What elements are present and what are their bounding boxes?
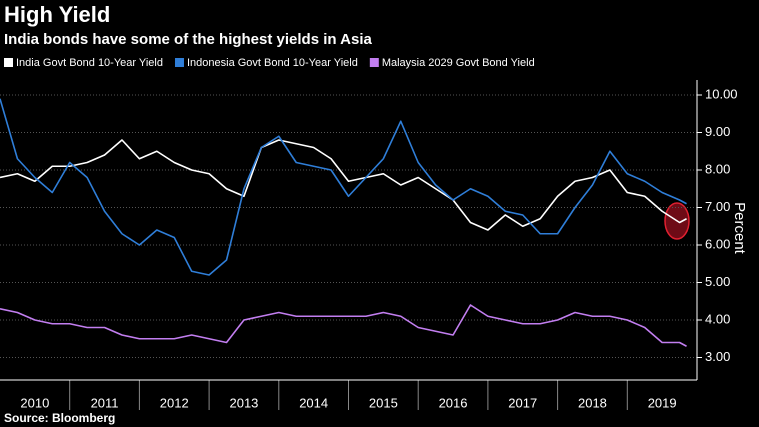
x-tick-label: 2015 (369, 395, 398, 410)
legend-label: India Govt Bond 10-Year Yield (16, 57, 163, 69)
source: Source: Bloomberg (4, 411, 115, 425)
x-tick-label: 2019 (648, 395, 677, 410)
x-tick-label: 2012 (160, 395, 189, 410)
y-tick-label: 4.00 (705, 311, 730, 326)
x-tick-label: 2013 (229, 395, 258, 410)
chart-subtitle: India bonds have some of the highest yie… (4, 31, 373, 48)
x-tick-label: 2011 (91, 395, 119, 410)
y-tick-label: 6.00 (705, 236, 730, 251)
legend-label: Indonesia Govt Bond 10-Year Yield (187, 57, 358, 69)
x-tick-label: 2017 (508, 395, 537, 410)
legend-swatch (4, 58, 13, 67)
x-tick-label: 2010 (20, 395, 49, 410)
series-line (0, 304, 687, 347)
y-tick-label: 3.00 (705, 349, 730, 364)
x-tick-label: 2016 (439, 395, 468, 410)
y-tick-label: 9.00 (705, 124, 730, 139)
legend-swatch (369, 58, 379, 67)
series-line (0, 139, 687, 231)
y-tick-label: 8.00 (705, 161, 730, 176)
y-tick-label: 7.00 (705, 199, 730, 214)
legend-swatch (174, 58, 184, 67)
legend-label: Malaysia 2029 Govt Bond Yield (382, 57, 535, 69)
series-line (0, 98, 687, 276)
y-tick-label: 5.00 (705, 274, 730, 289)
y-axis-label: Percent (731, 202, 748, 255)
chart-title: High Yield (4, 2, 110, 27)
x-tick-label: 2014 (299, 395, 328, 410)
x-tick-label: 2018 (578, 395, 607, 410)
y-tick-label: 10.00 (705, 86, 738, 101)
